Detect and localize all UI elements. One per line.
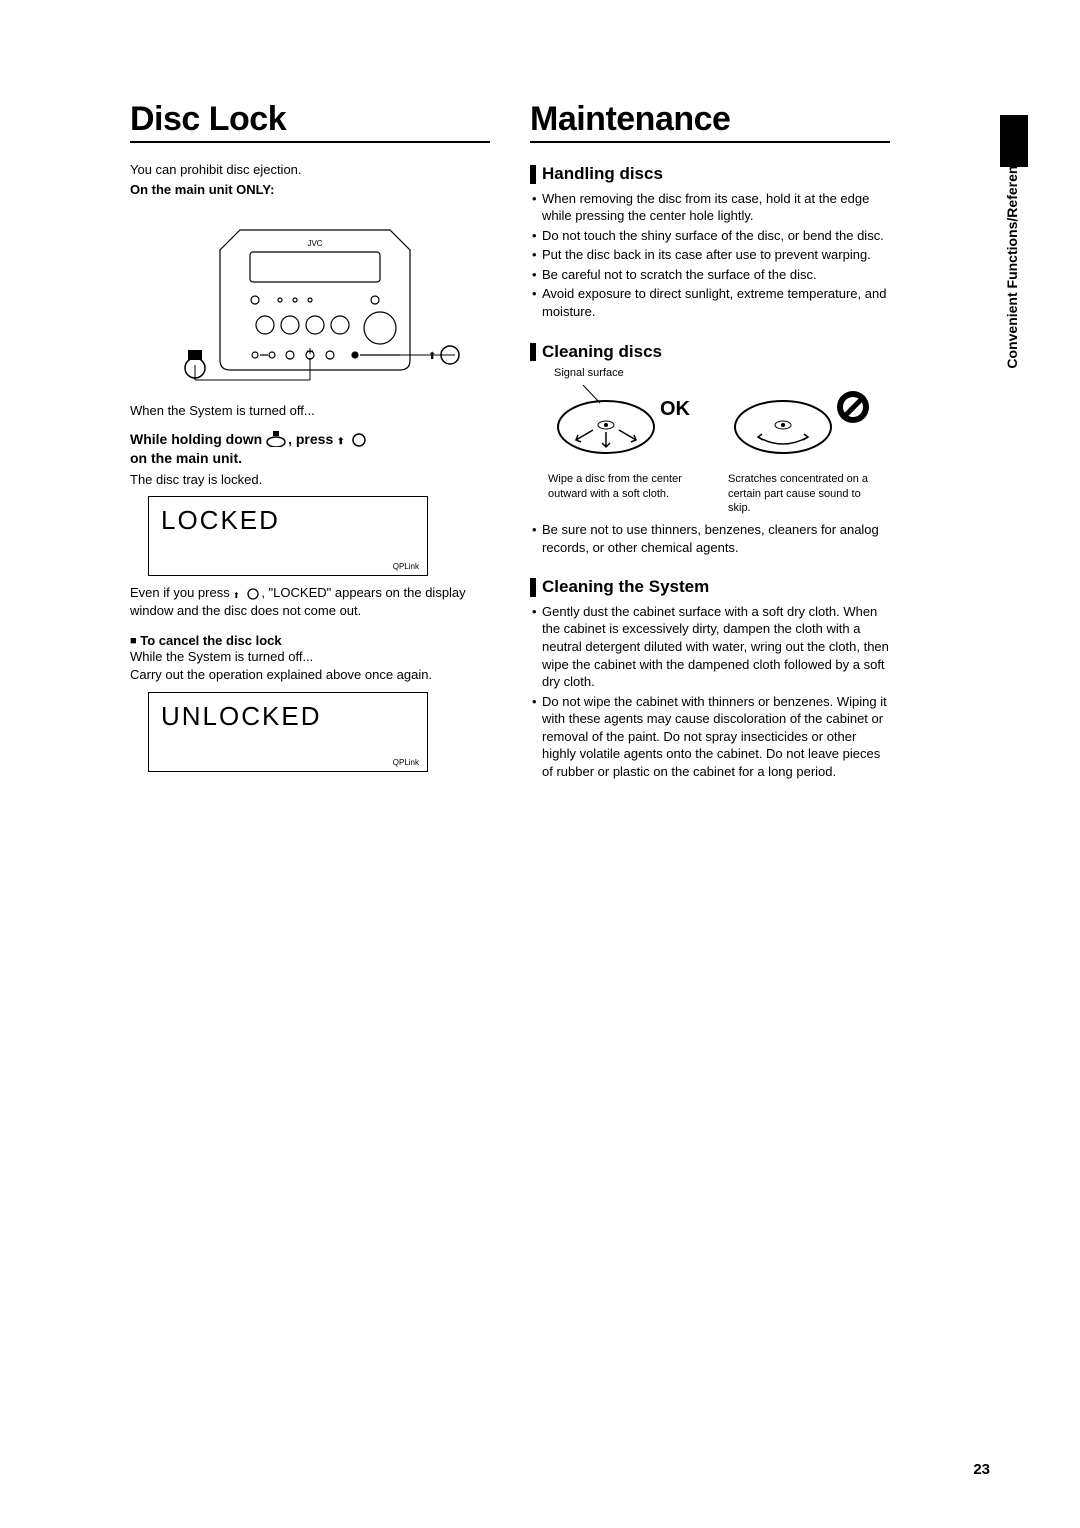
instruction-mid: , press <box>288 431 337 447</box>
tray-locked-text: The disc tray is locked. <box>130 471 490 489</box>
cleaning-discs-heading: Cleaning discs <box>530 343 890 362</box>
list-item: Avoid exposure to direct sunlight, extre… <box>532 285 890 320</box>
eject-icon-small: ⬆ <box>233 588 261 600</box>
svg-text:⬆: ⬆ <box>428 351 436 362</box>
handling-list: When removing the disc from its case, ho… <box>530 190 890 321</box>
svg-text:⬆: ⬆ <box>233 591 240 600</box>
scratch-caption: Scratches concentrated on a certain part… <box>728 472 878 515</box>
list-item: Do not wipe the cabinet with thinners or… <box>532 693 890 781</box>
cleaning-warning-list: Be sure not to use thinners, benzenes, c… <box>530 521 890 556</box>
square-bullet-icon: ■ <box>130 635 137 647</box>
list-item: When removing the disc from its case, ho… <box>532 190 890 225</box>
page-number: 23 <box>973 1461 990 1478</box>
turned-off-text: When the System is turned off... <box>130 402 490 420</box>
side-tab-text: Convenient Functions/Reference <box>1004 150 1020 369</box>
list-item: Put the disc back in its case after use … <box>532 246 890 264</box>
svg-text:⬆: ⬆ <box>337 436 345 446</box>
maintenance-title: Maintenance <box>530 100 890 143</box>
list-item: Gently dust the cabinet surface with a s… <box>532 603 890 691</box>
unlocked-text: UNLOCKED <box>161 701 321 731</box>
intro-text: You can prohibit disc ejection. <box>130 161 490 179</box>
cleaning-diagram: OK Wipe a disc from the center outward w… <box>548 385 890 515</box>
cancel-heading: ■ To cancel the disc lock <box>130 633 490 648</box>
svg-text:JVC: JVC <box>307 239 322 248</box>
stop-button-icon <box>266 431 288 447</box>
list-item: Do not touch the shiny surface of the di… <box>532 227 890 245</box>
right-column: Maintenance Handling discs When removing… <box>530 100 890 782</box>
main-unit-diagram: JVC <box>160 210 460 390</box>
cleaning-system-list: Gently dust the cabinet surface with a s… <box>530 603 890 780</box>
list-item: Be careful not to scratch the surface of… <box>532 266 890 284</box>
qplink-label-2: QPLink <box>393 758 419 767</box>
qplink-label: QPLink <box>393 562 419 571</box>
signal-surface-label: Signal surface <box>554 367 890 379</box>
disc-lock-title: Disc Lock <box>130 100 490 143</box>
eject-button-icon: ⬆ <box>337 433 367 447</box>
left-column: Disc Lock You can prohibit disc ejection… <box>130 100 490 782</box>
cancel-heading-text: To cancel the disc lock <box>140 633 281 648</box>
even-if-prefix: Even if you press <box>130 585 233 600</box>
unlocked-display: UNLOCKED QPLink <box>148 692 428 772</box>
even-if-text: Even if you press ⬆, "LOCKED" appears on… <box>130 584 490 619</box>
hold-instruction: While holding down , press ⬆ on the main… <box>130 430 490 469</box>
cleaning-system-heading: Cleaning the System <box>530 578 890 597</box>
handling-heading: Handling discs <box>530 165 890 184</box>
main-unit-only: On the main unit ONLY: <box>130 181 490 199</box>
instruction-suffix: on the main unit. <box>130 450 242 466</box>
clean-ok: OK Wipe a disc from the center outward w… <box>548 385 698 515</box>
locked-display: LOCKED QPLink <box>148 496 428 576</box>
list-item: Be sure not to use thinners, benzenes, c… <box>532 521 890 556</box>
svg-text:OK: OK <box>660 398 691 420</box>
wipe-caption: Wipe a disc from the center outward with… <box>548 472 698 501</box>
cancel-line2: Carry out the operation explained above … <box>130 666 490 684</box>
locked-text: LOCKED <box>161 505 280 535</box>
instruction-prefix: While holding down <box>130 431 266 447</box>
clean-bad: Scratches concentrated on a certain part… <box>728 385 878 515</box>
cancel-line1: While the System is turned off... <box>130 648 490 666</box>
